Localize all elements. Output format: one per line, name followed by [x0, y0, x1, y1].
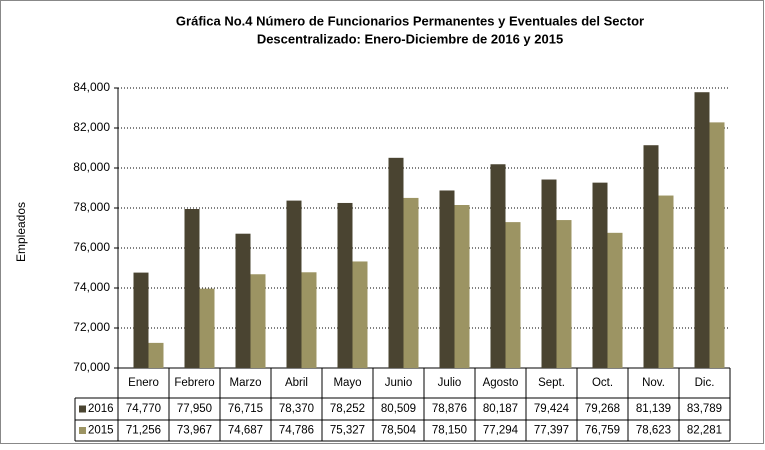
- data-label: 83,789: [687, 403, 722, 415]
- bar: [286, 200, 302, 368]
- x-tick-label: Abril: [285, 377, 308, 389]
- x-tick-label: Junio: [385, 377, 413, 389]
- bar: [352, 261, 368, 368]
- y-tick-label: 78,000: [73, 200, 110, 214]
- bar: [490, 164, 506, 368]
- data-label: 78,252: [330, 403, 365, 415]
- legend-swatch: [79, 405, 86, 413]
- x-tick-label: Dic.: [695, 377, 715, 389]
- chart-title: Descentralizado: Enero-Diciembre de 2016…: [257, 31, 563, 46]
- data-label: 78,876: [432, 403, 467, 415]
- x-tick-label: Julio: [438, 377, 462, 389]
- data-label: 77,950: [177, 403, 212, 415]
- bar: [148, 342, 164, 368]
- data-label: 71,256: [126, 425, 161, 437]
- data-label: 78,150: [432, 425, 467, 437]
- y-tick-label: 76,000: [73, 240, 110, 254]
- x-tick-label: Mayo: [333, 377, 361, 389]
- data-label: 79,424: [534, 403, 570, 415]
- y-tick-label: 80,000: [73, 160, 110, 174]
- bar: [199, 288, 215, 368]
- data-label: 77,397: [534, 425, 569, 437]
- bar: [250, 274, 266, 368]
- x-tick-label: Oct.: [592, 377, 613, 389]
- bar: [337, 202, 353, 368]
- data-label: 77,294: [483, 425, 519, 437]
- bar: [184, 209, 200, 368]
- data-label: 74,687: [228, 425, 263, 437]
- data-label: 78,504: [381, 425, 417, 437]
- y-tick-label: 72,000: [73, 320, 110, 334]
- data-label: 75,327: [330, 425, 365, 437]
- bar: [556, 220, 572, 368]
- bar: [709, 122, 725, 368]
- bar: [694, 92, 710, 368]
- data-label: 76,759: [585, 425, 620, 437]
- bar: [643, 145, 659, 368]
- bar: [388, 157, 404, 368]
- data-label: 78,623: [636, 425, 671, 437]
- x-tick-label: Marzo: [230, 377, 262, 389]
- x-tick-label: Enero: [128, 377, 159, 389]
- data-label: 80,509: [381, 403, 416, 415]
- data-label: 74,770: [126, 403, 161, 415]
- bar: [505, 222, 521, 368]
- data-label: 82,281: [687, 425, 722, 437]
- data-label: 73,967: [177, 425, 212, 437]
- data-label: 74,786: [279, 425, 314, 437]
- y-tick-label: 82,000: [73, 120, 110, 134]
- legend-label: 2016: [88, 403, 114, 415]
- bar: [607, 232, 623, 368]
- data-label: 81,139: [636, 403, 671, 415]
- bar: [454, 205, 470, 368]
- x-tick-label: Febrero: [174, 377, 214, 389]
- bar: [301, 272, 317, 368]
- y-tick-label: 84,000: [73, 80, 110, 94]
- data-label: 79,268: [585, 403, 620, 415]
- y-axis-label: Empleados: [14, 202, 28, 262]
- y-tick-label: 70,000: [73, 360, 110, 374]
- chart-title: Gráfica No.4 Número de Funcionarios Perm…: [176, 13, 644, 28]
- bar: [235, 233, 251, 368]
- bar: [403, 197, 419, 368]
- bar: [658, 195, 674, 368]
- data-label: 80,187: [483, 403, 518, 415]
- bar: [592, 182, 608, 368]
- x-tick-label: Sept.: [538, 377, 565, 389]
- data-label: 76,715: [228, 403, 263, 415]
- bar: [133, 272, 149, 368]
- legend-label: 2015: [88, 425, 114, 437]
- legend-swatch: [79, 427, 86, 434]
- x-tick-label: Agosto: [483, 377, 519, 389]
- y-tick-label: 74,000: [73, 280, 110, 294]
- bar: [439, 190, 455, 368]
- x-tick-label: Nov.: [642, 377, 665, 389]
- bar: [541, 179, 557, 368]
- data-label: 78,370: [279, 403, 314, 415]
